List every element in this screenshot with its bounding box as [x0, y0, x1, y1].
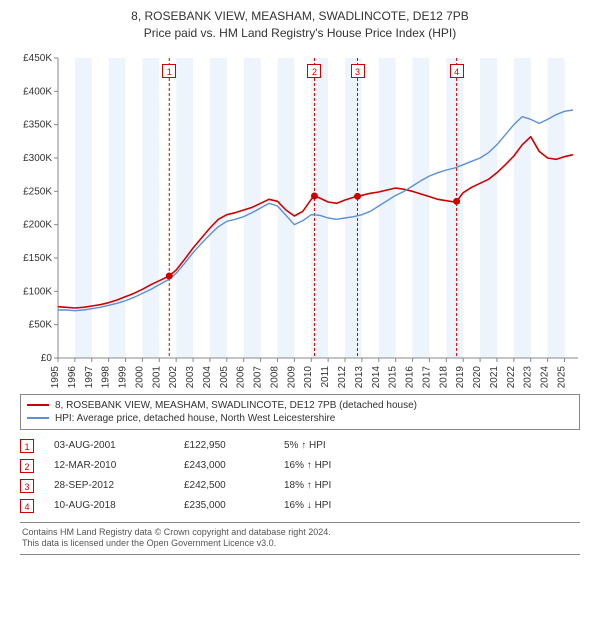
- svg-text:£0: £0: [41, 353, 53, 364]
- legend-label: 8, ROSEBANK VIEW, MEASHAM, SWADLINCOTE, …: [55, 400, 417, 411]
- tx-date: 10-AUG-2018: [54, 500, 164, 511]
- svg-text:2003: 2003: [185, 365, 196, 387]
- svg-text:2011: 2011: [320, 365, 331, 387]
- tx-marker-label: 2: [307, 64, 321, 78]
- svg-text:2005: 2005: [219, 365, 230, 387]
- price-chart: £0 £50K £100K £150K £200K £250K £300K £350K £400…: [10, 48, 590, 388]
- svg-text:2013: 2013: [354, 365, 365, 387]
- svg-text:1999: 1999: [118, 365, 129, 387]
- svg-text:1996: 1996: [67, 365, 78, 387]
- svg-text:2000: 2000: [134, 365, 145, 387]
- footnote-line: Contains HM Land Registry data © Crown c…: [22, 527, 578, 539]
- tx-marker-label: 4: [450, 64, 464, 78]
- svg-text:2018: 2018: [438, 365, 449, 387]
- svg-text:1995: 1995: [50, 365, 61, 387]
- tx-date: 03-AUG-2001: [54, 440, 164, 451]
- svg-text:£150K: £150K: [23, 253, 52, 264]
- svg-text:2004: 2004: [202, 365, 213, 387]
- legend-swatch: [27, 404, 49, 406]
- attribution-footnote: Contains HM Land Registry data © Crown c…: [20, 522, 580, 555]
- svg-text:2020: 2020: [472, 365, 483, 387]
- svg-text:2006: 2006: [236, 365, 247, 387]
- svg-text:2019: 2019: [455, 365, 466, 387]
- chart-svg: £0 £50K £100K £150K £200K £250K £300K £350K £400…: [10, 48, 590, 388]
- legend: 8, ROSEBANK VIEW, MEASHAM, SWADLINCOTE, …: [20, 394, 580, 430]
- svg-text:2002: 2002: [168, 365, 179, 387]
- svg-text:2012: 2012: [337, 365, 348, 387]
- svg-text:£450K: £450K: [23, 53, 52, 64]
- svg-text:2015: 2015: [388, 365, 399, 387]
- svg-text:2025: 2025: [556, 365, 567, 387]
- svg-text:2016: 2016: [405, 365, 416, 387]
- svg-text:£400K: £400K: [23, 86, 52, 97]
- transaction-row: 4 10-AUG-2018 £235,000 16% ↓ HPI: [20, 496, 580, 516]
- tx-date: 28-SEP-2012: [54, 480, 164, 491]
- legend-item: HPI: Average price, detached house, Nort…: [27, 412, 573, 425]
- tx-price: £243,000: [184, 460, 264, 471]
- transaction-row: 2 12-MAR-2010 £243,000 16% ↑ HPI: [20, 456, 580, 476]
- svg-text:2010: 2010: [303, 365, 314, 387]
- svg-text:2017: 2017: [421, 365, 432, 387]
- tx-delta-vs-hpi: 16% ↑ HPI: [284, 460, 384, 471]
- chart-header: 8, ROSEBANK VIEW, MEASHAM, SWADLINCOTE, …: [10, 8, 590, 42]
- transaction-row: 1 03-AUG-2001 £122,950 5% ↑ HPI: [20, 436, 580, 456]
- tx-price: £122,950: [184, 440, 264, 451]
- title-address: 8, ROSEBANK VIEW, MEASHAM, SWADLINCOTE, …: [10, 8, 590, 25]
- svg-text:1998: 1998: [101, 365, 112, 387]
- tx-index: 1: [20, 439, 34, 453]
- tx-marker-label: 1: [162, 64, 176, 78]
- legend-item: 8, ROSEBANK VIEW, MEASHAM, SWADLINCOTE, …: [27, 399, 573, 412]
- svg-text:£300K: £300K: [23, 153, 52, 164]
- svg-text:2021: 2021: [489, 365, 500, 387]
- legend-swatch: [27, 417, 49, 419]
- tx-delta-vs-hpi: 18% ↑ HPI: [284, 480, 384, 491]
- svg-text:£50K: £50K: [29, 319, 53, 330]
- svg-text:2014: 2014: [371, 365, 382, 387]
- legend-label: HPI: Average price, detached house, Nort…: [55, 413, 335, 424]
- tx-index: 4: [20, 499, 34, 513]
- tx-index: 3: [20, 479, 34, 493]
- svg-text:£350K: £350K: [23, 119, 52, 130]
- svg-text:2022: 2022: [506, 365, 517, 387]
- svg-text:£100K: £100K: [23, 286, 52, 297]
- svg-text:£250K: £250K: [23, 186, 52, 197]
- svg-text:2009: 2009: [286, 365, 297, 387]
- tx-delta-vs-hpi: 5% ↑ HPI: [284, 440, 384, 451]
- svg-text:2024: 2024: [540, 365, 551, 387]
- svg-text:2023: 2023: [523, 365, 534, 387]
- tx-delta-vs-hpi: 16% ↓ HPI: [284, 500, 384, 511]
- footnote-line: This data is licensed under the Open Gov…: [22, 538, 578, 550]
- tx-price: £235,000: [184, 500, 264, 511]
- title-subtitle: Price paid vs. HM Land Registry's House …: [10, 25, 590, 42]
- svg-text:£200K: £200K: [23, 219, 52, 230]
- svg-text:2001: 2001: [151, 365, 162, 387]
- svg-text:2007: 2007: [253, 365, 264, 387]
- svg-text:2008: 2008: [269, 365, 280, 387]
- tx-marker-label: 3: [351, 64, 365, 78]
- svg-text:1997: 1997: [84, 365, 95, 387]
- tx-index: 2: [20, 459, 34, 473]
- transaction-table: 1 03-AUG-2001 £122,950 5% ↑ HPI 2 12-MAR-2010…: [20, 436, 580, 516]
- transaction-row: 3 28-SEP-2012 £242,500 18% ↑ HPI: [20, 476, 580, 496]
- tx-date: 12-MAR-2010: [54, 460, 164, 471]
- tx-price: £242,500: [184, 480, 264, 491]
